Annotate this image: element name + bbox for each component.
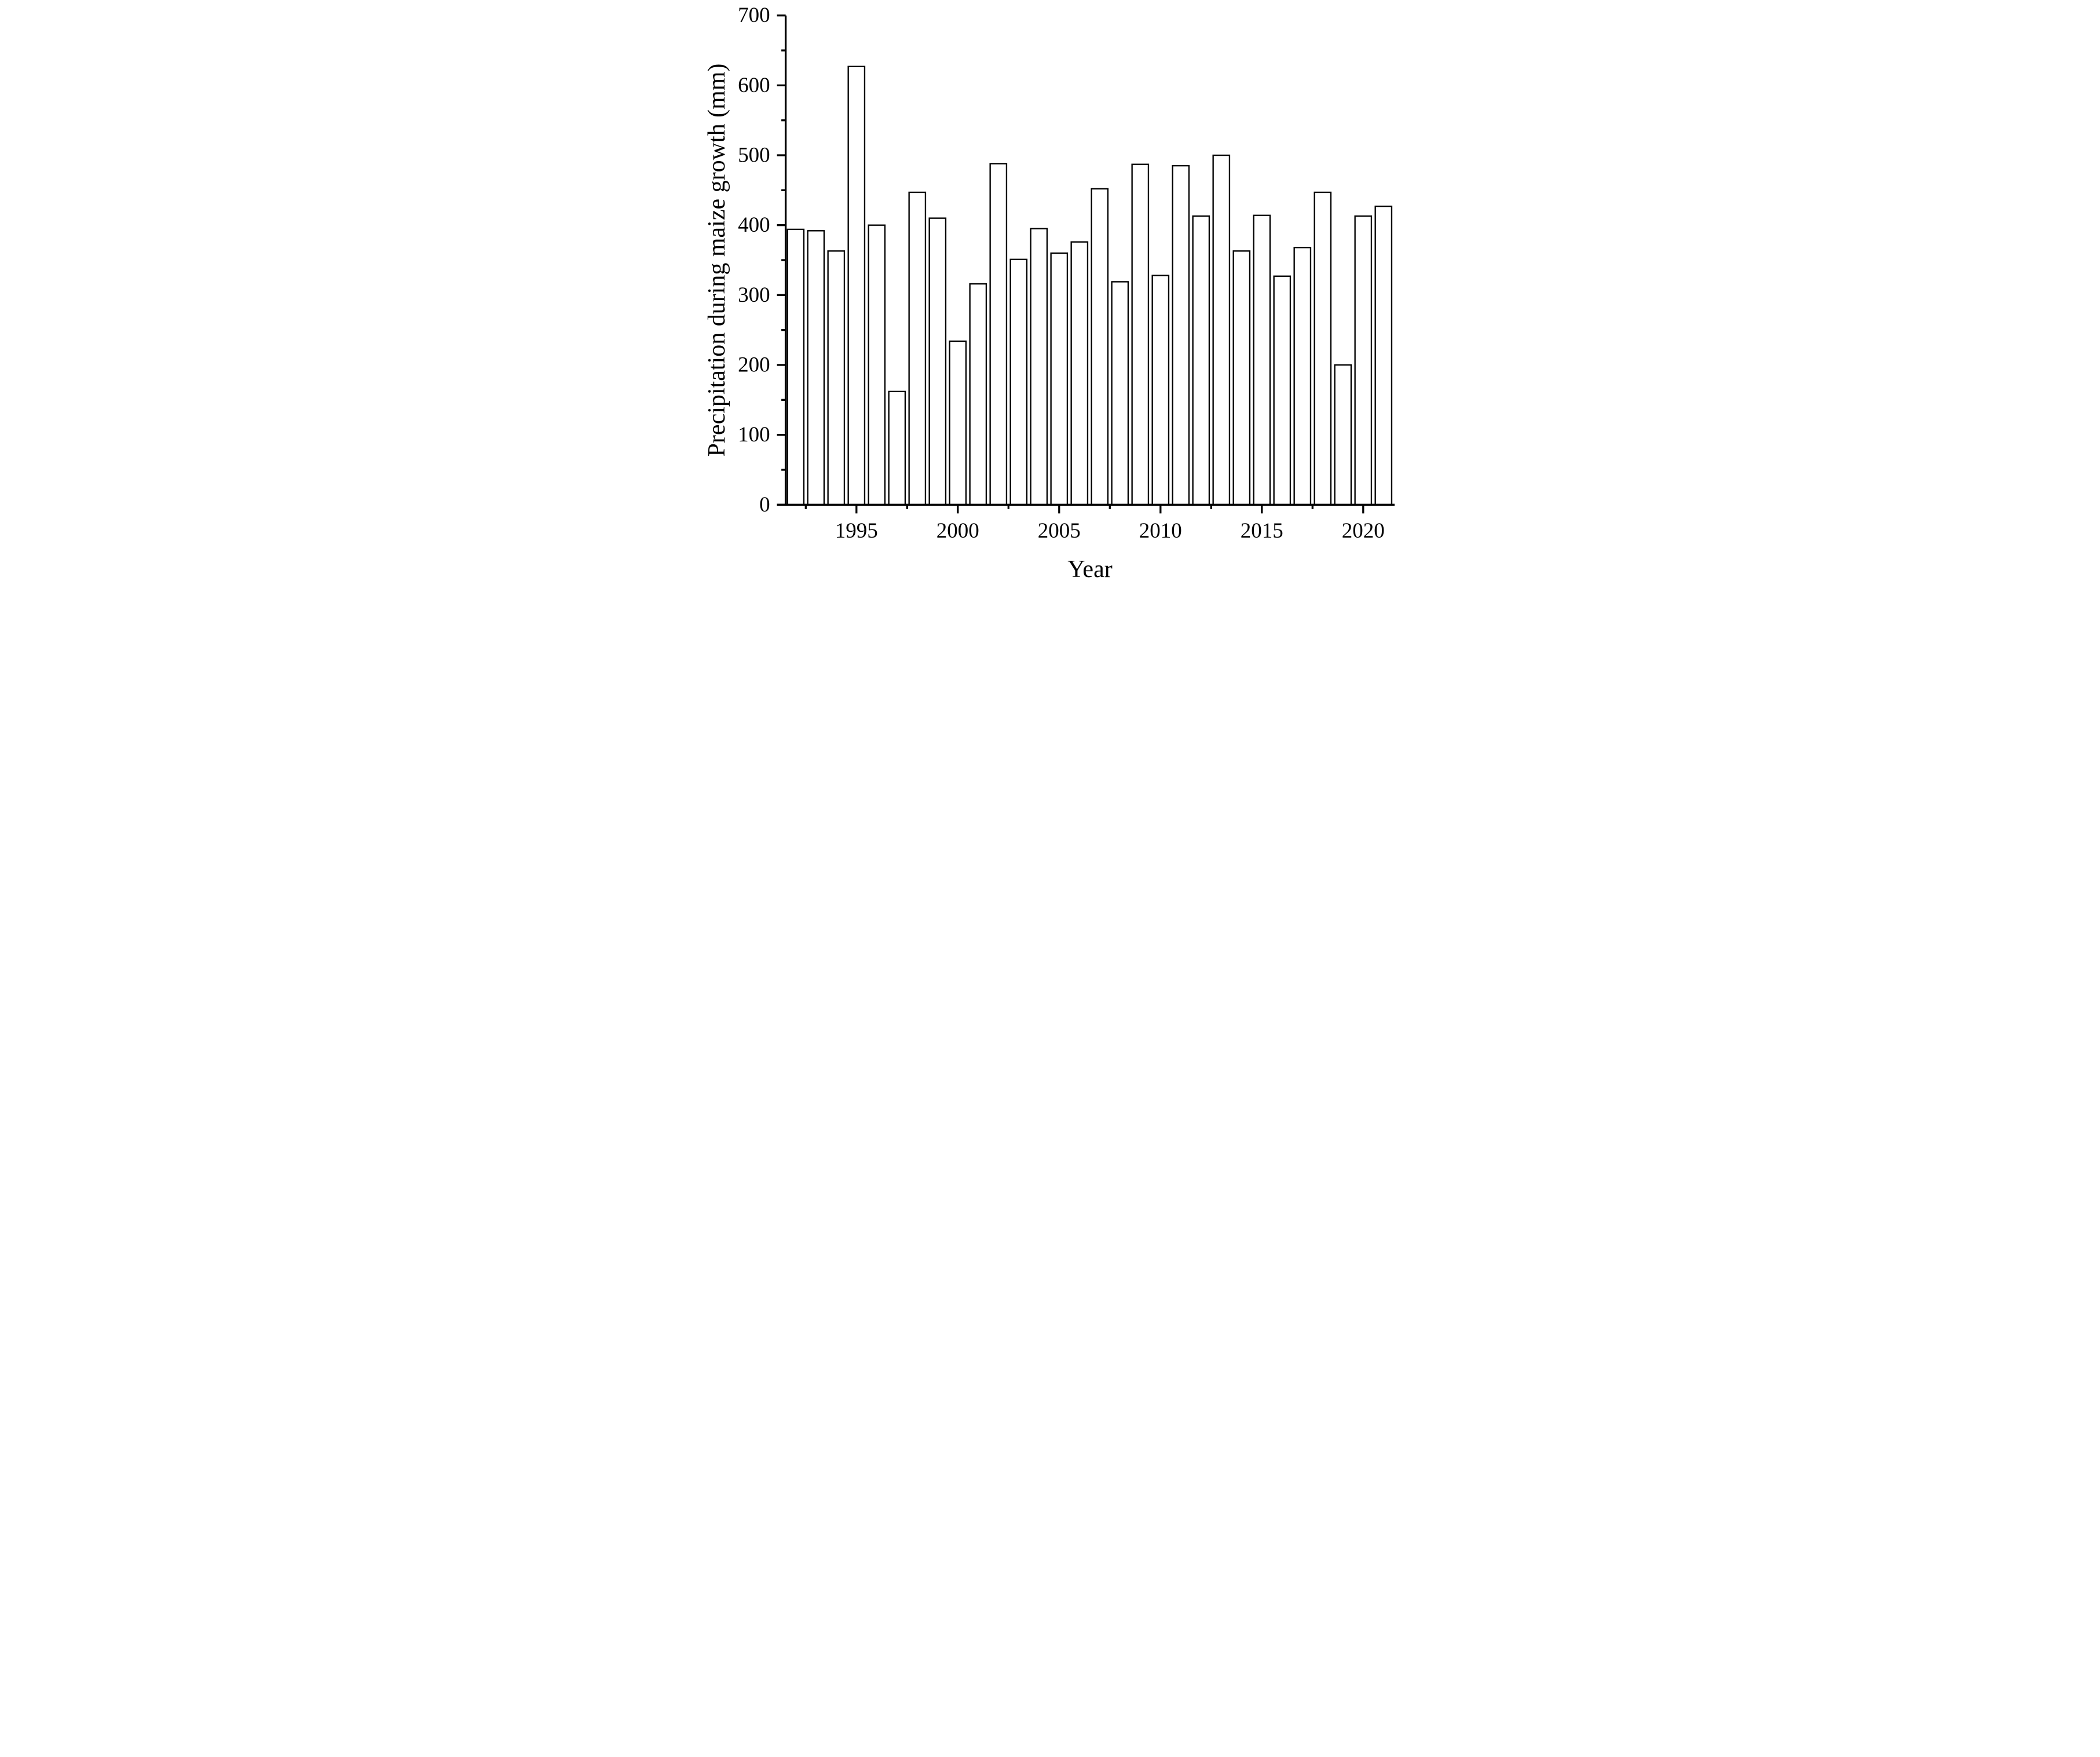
bar-2006 [1070, 241, 1088, 506]
y-tick-label-600: 600 [738, 74, 770, 97]
y-tick-label-300: 300 [738, 283, 770, 307]
y-tick-label-200: 200 [738, 353, 770, 377]
bar-2001 [968, 283, 987, 506]
bar-2012 [1191, 215, 1210, 506]
bar-2011 [1171, 165, 1190, 506]
precipitation-bar-chart: 0 100 200 300 400 500 600 700 1995 2000 2005 2010 20… [700, 0, 1400, 586]
y-tick-label-500: 500 [738, 144, 770, 167]
bar-2019 [1333, 364, 1352, 506]
x-tick-label-2000: 2000 [936, 519, 979, 543]
bar-2004 [1029, 228, 1048, 506]
figure: 0 100 200 300 400 500 600 700 1995 2000 2005 2010 20… [700, 0, 1400, 586]
x-tick-label-2020: 2020 [1341, 519, 1384, 543]
bar-2016 [1272, 275, 1291, 506]
bar-1995 [847, 65, 865, 506]
bar-1993 [806, 230, 825, 506]
y-tick-label-700: 700 [738, 3, 770, 27]
bar-2015 [1252, 214, 1271, 506]
bar-2003 [1009, 258, 1027, 506]
bar-2005 [1049, 252, 1068, 506]
axes-group [777, 14, 1395, 514]
bar-2000 [948, 340, 967, 506]
y-tick-label-0: 0 [759, 493, 770, 517]
x-axis-title: Year [1067, 556, 1112, 583]
bar-1996 [867, 224, 886, 506]
bar-1992 [786, 228, 804, 506]
bar-2007 [1090, 188, 1108, 506]
bar-2014 [1232, 250, 1250, 506]
x-tick-label-2015: 2015 [1240, 519, 1283, 543]
bar-1997 [887, 390, 906, 506]
x-tick-label-2010: 2010 [1139, 519, 1181, 543]
bar-2013 [1212, 154, 1230, 506]
x-tick-label-1995: 1995 [835, 519, 877, 543]
bars-group [786, 65, 1392, 506]
y-tick-label-100: 100 [738, 423, 770, 447]
y-tick-label-400: 400 [738, 213, 770, 237]
bar-1994 [826, 250, 845, 506]
bar-2009 [1131, 163, 1149, 506]
bar-2002 [989, 163, 1007, 506]
bar-2017 [1293, 247, 1311, 506]
tick-labels-group: 0 100 200 300 400 500 600 700 1995 2000 2005 2010 20… [738, 3, 1385, 543]
bar-1999 [928, 217, 946, 506]
bar-2020 [1353, 215, 1372, 506]
bar-1998 [908, 191, 926, 506]
x-tick-label-2005: 2005 [1037, 519, 1080, 543]
y-axis-title: Precipitation during maize growth (mm) [704, 64, 730, 457]
bar-2008 [1110, 281, 1129, 506]
bar-2010 [1151, 275, 1169, 506]
bar-2018 [1313, 191, 1331, 506]
bar-2021 [1374, 205, 1392, 506]
